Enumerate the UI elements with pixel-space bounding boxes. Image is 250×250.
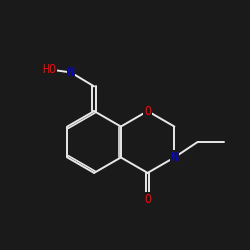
Text: O: O (144, 104, 151, 118)
Text: HO: HO (42, 63, 56, 76)
Text: O: O (144, 193, 151, 206)
Text: N: N (67, 66, 74, 79)
Text: N: N (171, 151, 178, 164)
